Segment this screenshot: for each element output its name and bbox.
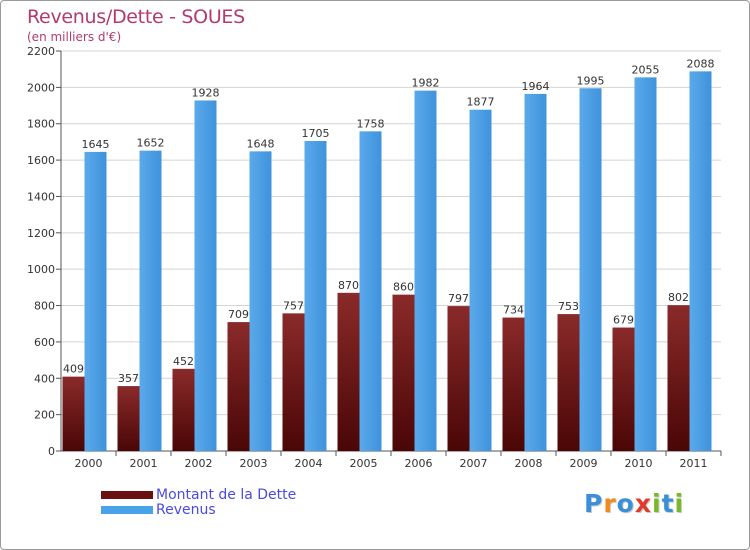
y-tick-label: 400: [34, 372, 55, 385]
debt-bar: [62, 376, 85, 451]
debt-value-label: 802: [668, 291, 689, 304]
debt-value-label: 357: [118, 372, 139, 385]
chart-title: Revenus/Dette - SOUES: [27, 6, 245, 28]
logo-letter: x: [634, 489, 652, 518]
debt-bar: [337, 292, 360, 451]
logo-letter: t: [661, 489, 675, 518]
debt-bar: [172, 368, 195, 451]
logo-letter: P: [584, 489, 604, 518]
debt-value-label: 709: [228, 308, 249, 321]
chart-subtitle: (en milliers d'€): [27, 30, 122, 44]
logo-letter: i: [652, 489, 662, 518]
debt-value-label: 860: [393, 281, 414, 294]
x-tick-label: 2007: [460, 457, 488, 470]
x-tick-label: 2006: [405, 457, 433, 470]
y-tick-label: 1200: [27, 227, 55, 240]
revenue-value-label: 2055: [632, 63, 660, 76]
revenue-bar: [84, 151, 107, 451]
debt-bar: [557, 314, 580, 451]
logo-letter: i: [674, 489, 685, 518]
debt-bar: [447, 306, 470, 451]
x-tick-label: 2004: [295, 457, 323, 470]
legend-swatch-debt: [101, 491, 153, 499]
debt-value-label: 679: [613, 314, 634, 327]
y-tick-label: 1400: [27, 190, 55, 203]
x-tick-label: 2000: [75, 457, 103, 470]
x-tick-label: 2011: [680, 457, 708, 470]
x-tick-label: 2008: [515, 457, 543, 470]
revenue-value-label: 1928: [192, 86, 220, 99]
revenue-value-label: 1964: [522, 80, 550, 93]
revenue-bar: [414, 90, 437, 452]
y-tick-label: 600: [34, 336, 55, 349]
debt-value-label: 409: [63, 363, 84, 376]
revenue-value-label: 1645: [82, 138, 110, 151]
x-tick-label: 2001: [130, 457, 158, 470]
revenue-value-label: 1648: [247, 137, 275, 150]
y-tick-label: 2000: [27, 81, 55, 94]
x-tick-label: 2003: [240, 457, 268, 470]
legend-label-revenue: Revenus: [156, 502, 216, 518]
legend-swatch-revenue: [101, 506, 153, 514]
y-tick-label: 2200: [27, 45, 55, 58]
debt-value-label: 797: [448, 292, 469, 305]
revenue-value-label: 1877: [467, 96, 495, 109]
x-tick-label: 2009: [570, 457, 598, 470]
debt-bar: [392, 294, 415, 451]
revenue-bar: [579, 88, 602, 451]
revenue-bar: [249, 151, 272, 451]
y-tick-label: 1800: [27, 118, 55, 131]
y-tick-label: 1000: [27, 263, 55, 276]
debt-bar: [117, 386, 140, 451]
debt-value-label: 452: [173, 355, 194, 368]
revenue-bar: [139, 150, 162, 452]
debt-bar: [282, 313, 305, 451]
debt-value-label: 757: [283, 299, 304, 312]
revenue-value-label: 2088: [687, 57, 715, 70]
revenue-bar: [634, 77, 657, 451]
legend-label-debt: Montant de la Dette: [156, 487, 297, 503]
revenue-bar: [469, 109, 492, 452]
x-tick-label: 2010: [625, 457, 653, 470]
debt-value-label: 734: [503, 304, 524, 317]
revenue-bar: [524, 93, 547, 451]
logo-letter: r: [603, 489, 617, 518]
x-tick-label: 2005: [350, 457, 378, 470]
revenue-bar: [689, 71, 712, 451]
proxiti-logo: Proxiti: [584, 489, 684, 518]
revenue-value-label: 1995: [577, 74, 605, 87]
revenue-value-label: 1758: [357, 117, 385, 130]
debt-bar: [227, 322, 250, 451]
debt-bar: [612, 327, 635, 451]
debt-bar: [502, 317, 525, 451]
debt-bar: [667, 305, 690, 451]
y-tick-label: 0: [48, 445, 55, 458]
y-tick-label: 1600: [27, 154, 55, 167]
revenue-value-label: 1652: [137, 137, 165, 150]
revenue-bar: [359, 131, 382, 451]
y-tick-label: 800: [34, 300, 55, 313]
x-tick-label: 2002: [185, 457, 213, 470]
revenue-value-label: 1982: [412, 77, 440, 90]
revenue-value-label: 1705: [302, 127, 330, 140]
debt-value-label: 753: [558, 300, 579, 313]
debt-value-label: 870: [338, 279, 359, 292]
logo-letter: o: [616, 489, 635, 518]
revenue-bar: [194, 100, 217, 452]
y-tick-label: 200: [34, 409, 55, 422]
revenue-bar: [304, 141, 327, 451]
